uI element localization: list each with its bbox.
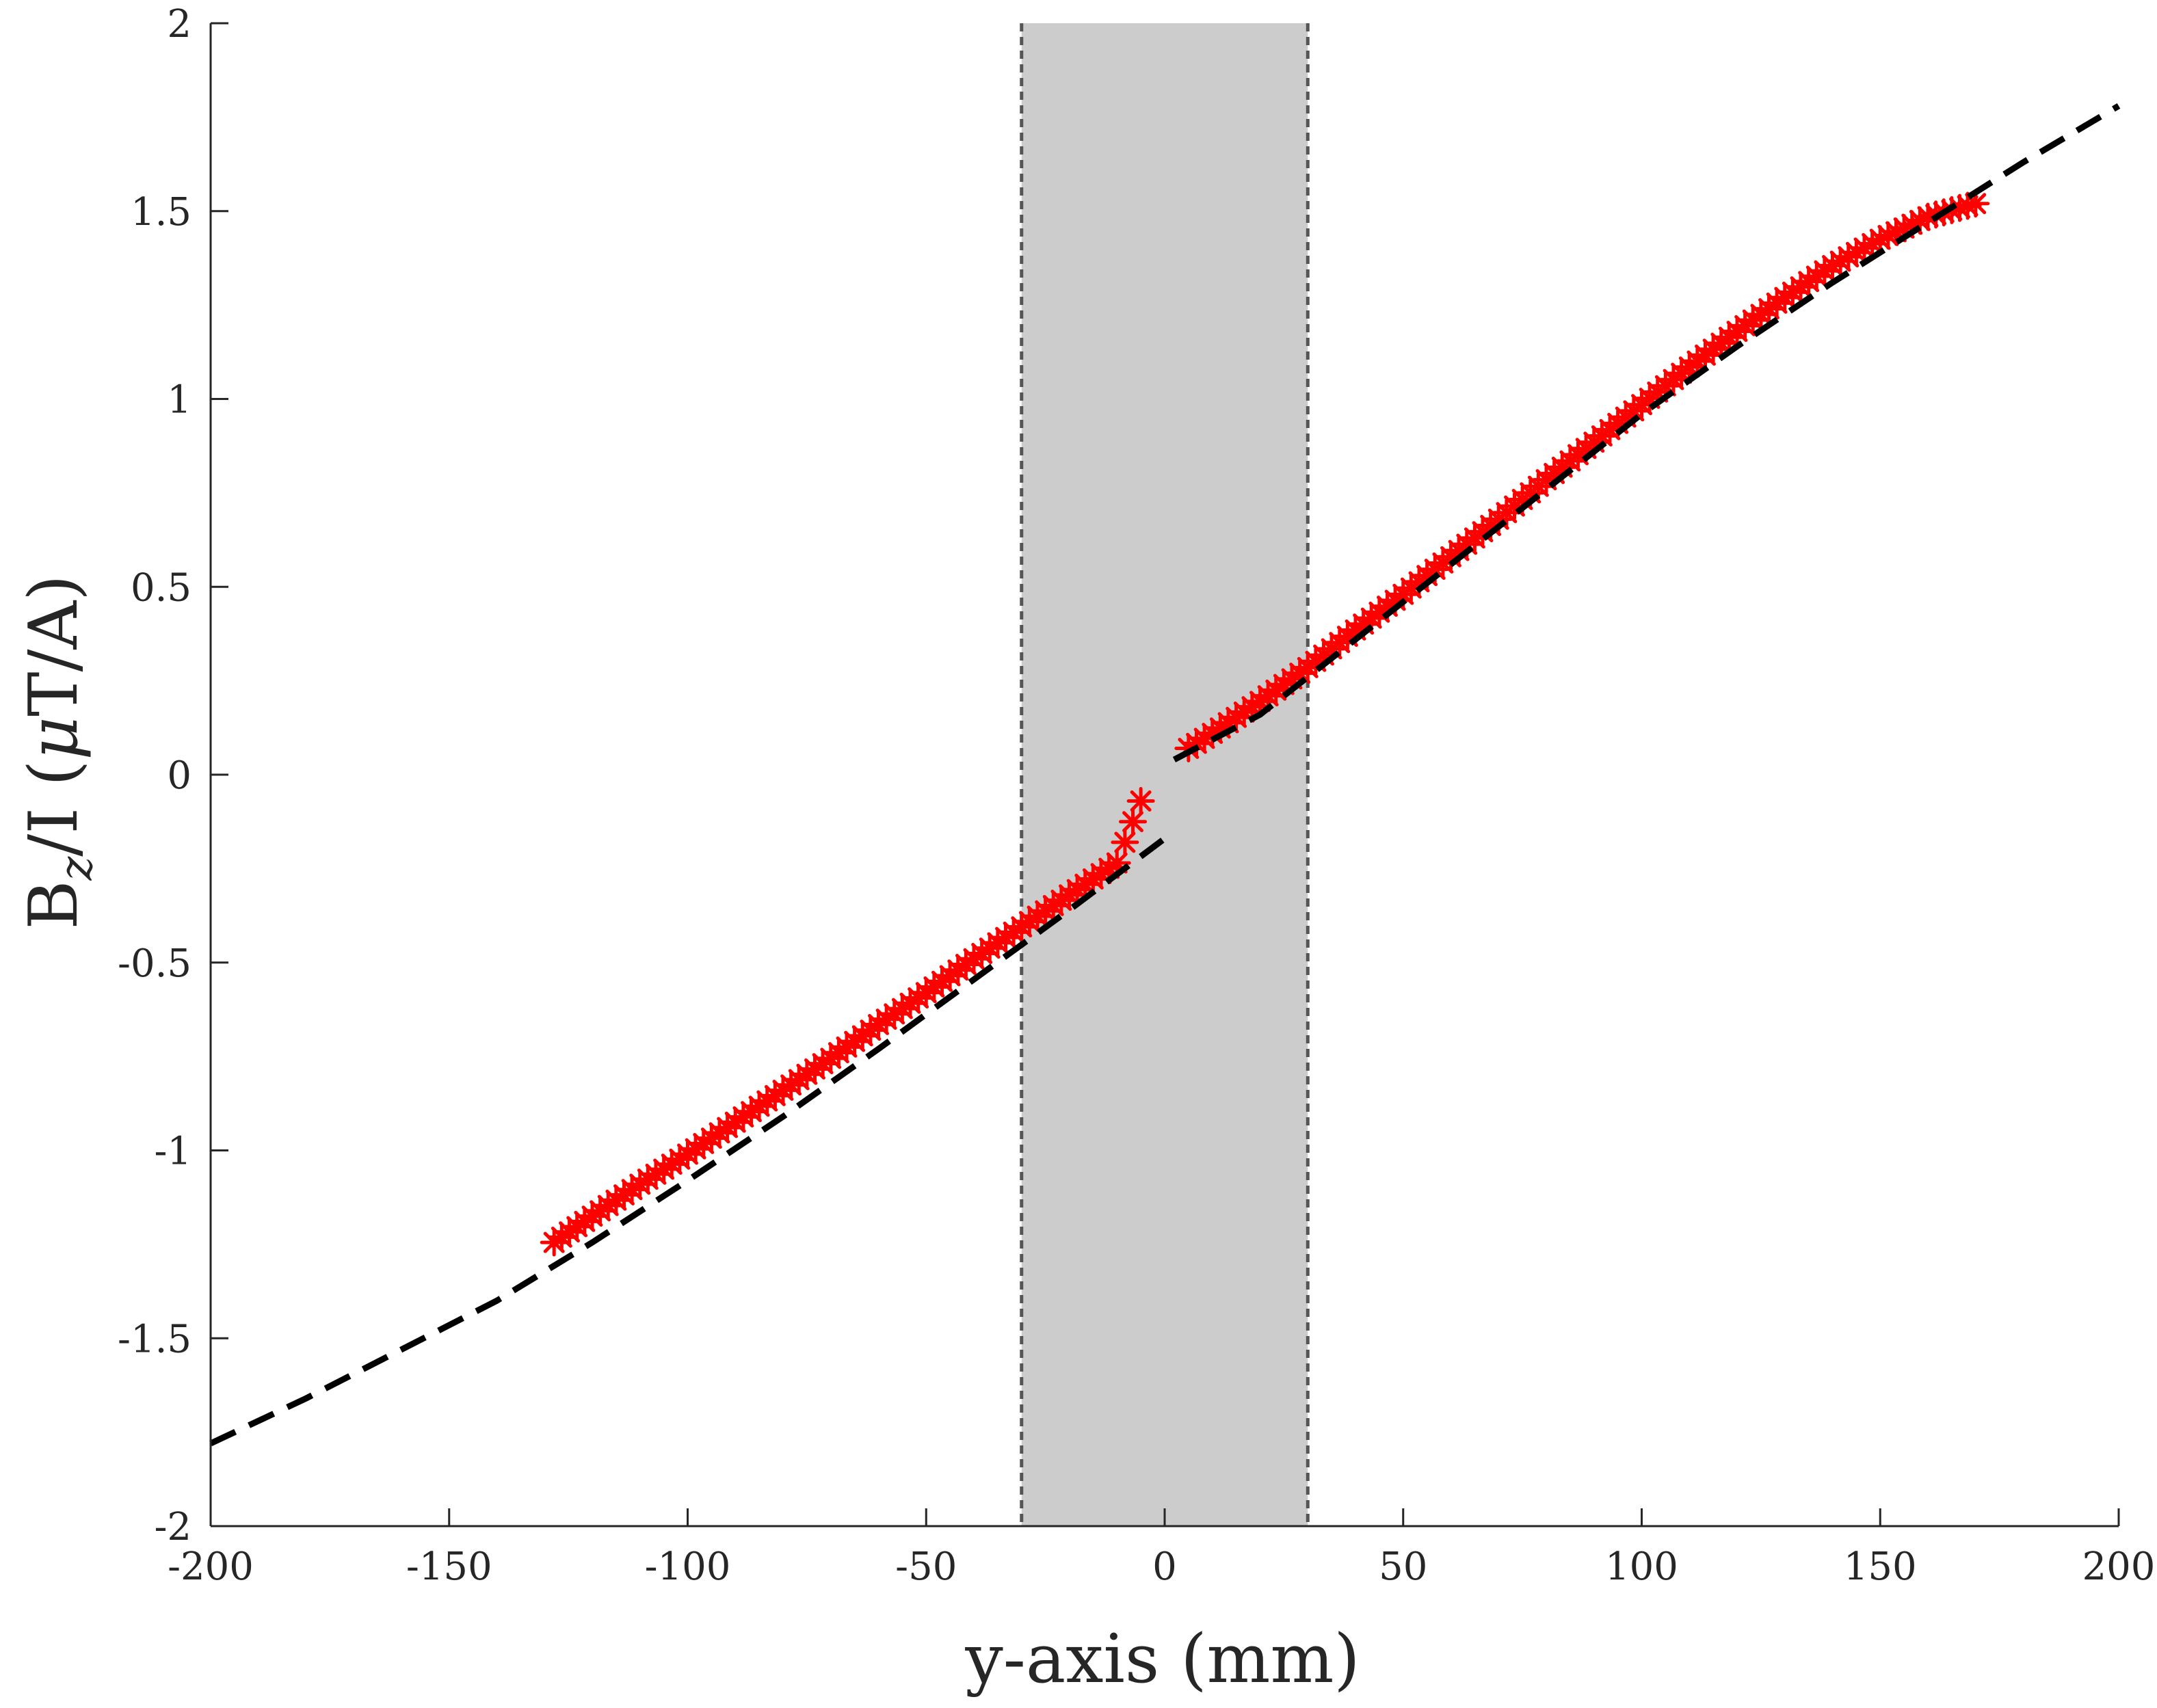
x-tick-label: 0 <box>1152 1545 1177 1589</box>
y-tick-label: -0.5 <box>118 942 191 986</box>
shaded-region <box>1021 23 1308 1526</box>
svg-text:Bz/I (μT/A): Bz/I (μT/A) <box>15 574 103 929</box>
x-tick-label: 100 <box>1605 1545 1678 1589</box>
x-tick-label: -150 <box>406 1545 492 1589</box>
x-tick-label: 200 <box>2082 1545 2156 1589</box>
axes-layer: -200 -150 -100 -50 0 50 100 150 200 -2 -1.5 -1 -0.5 0… <box>118 2 2155 1589</box>
fit-line-positive <box>1172 103 2121 763</box>
series-layer <box>209 103 2121 1447</box>
x-tick-label: -50 <box>895 1545 957 1589</box>
x-tick-label: -100 <box>645 1545 731 1589</box>
y-tick-label: -1 <box>154 1130 191 1174</box>
x-tick-label: -200 <box>168 1545 254 1589</box>
y-axis-label: Bz/I (μT/A) <box>15 574 103 929</box>
x-axis-label: y-axis (mm) <box>964 1620 1360 1698</box>
y-tick-label: 1 <box>167 378 191 423</box>
measured-point <box>633 1165 662 1194</box>
y-axis-label-rest: /I ( <box>15 760 93 857</box>
shaded-region-layer <box>1020 23 1310 1526</box>
y-axis-label-subscript: z <box>50 855 103 881</box>
fit-line-negative <box>209 836 1167 1447</box>
y-tick-label: -1.5 <box>118 1317 191 1361</box>
measured-points <box>540 189 1990 1257</box>
measured-point <box>1126 786 1155 815</box>
y-tick-label: 1.5 <box>131 190 191 235</box>
y-tick-label: -2 <box>154 1505 191 1549</box>
y-tick-label: 0 <box>167 753 191 798</box>
y-axis-label-unit: T/A) <box>15 574 93 716</box>
measured-point <box>1119 808 1147 836</box>
y-tick-label: 2 <box>167 2 191 46</box>
y-axis-label-main: B <box>15 880 93 929</box>
y-axis-label-mu: μ <box>15 717 93 760</box>
measured-point <box>1111 828 1139 857</box>
y-tick-label: 0.5 <box>131 565 191 610</box>
x-tick-label: 50 <box>1379 1545 1427 1589</box>
x-tick-label: 150 <box>1844 1545 1917 1589</box>
